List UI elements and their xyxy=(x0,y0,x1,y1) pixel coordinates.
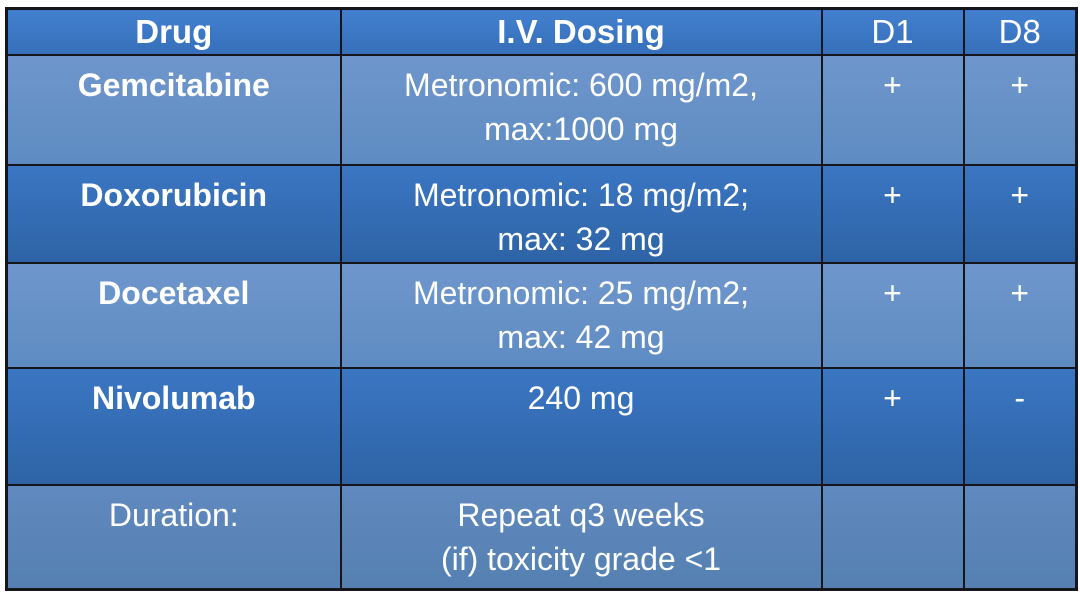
drug-name-cell: Nivolumab xyxy=(5,367,342,487)
table-row-gemcitabine: Gemcitabine Metronomic: 600 mg/m2, max:1… xyxy=(5,54,1078,166)
dosing-cell: Metronomic: 18 mg/m2; max: 32 mg xyxy=(339,163,823,264)
d8-mark-cell xyxy=(962,484,1078,591)
drug-name-cell: Docetaxel xyxy=(5,261,342,370)
d1-mark-cell: + xyxy=(820,163,965,264)
d8-mark-cell: + xyxy=(962,163,1078,264)
d1-mark-cell xyxy=(820,484,965,591)
header-cell-drug: Drug xyxy=(5,7,342,57)
dosing-cell: Metronomic: 600 mg/m2, max:1000 mg xyxy=(339,54,823,166)
d8-mark-cell: + xyxy=(962,261,1078,370)
table-row-nivolumab: Nivolumab 240 mg + - xyxy=(5,367,1078,487)
duration-label-cell: Duration: xyxy=(5,484,342,591)
table-row-duration: Duration: Repeat q3 weeks (if) toxicity … xyxy=(5,484,1078,591)
table-row-doxorubicin: Doxorubicin Metronomic: 18 mg/m2; max: 3… xyxy=(5,163,1078,264)
dosing-line-1: 240 mg xyxy=(527,380,635,417)
dosing-line-2: (if) toxicity grade <1 xyxy=(440,541,722,578)
d8-mark-cell: - xyxy=(962,367,1078,487)
header-cell-iv-dosing: I.V. Dosing xyxy=(339,7,823,57)
dosing-line-2: max: 42 mg xyxy=(497,318,665,355)
dosing-cell: 240 mg xyxy=(339,367,823,487)
header-cell-d1: D1 xyxy=(820,7,965,57)
d1-mark-cell: + xyxy=(820,261,965,370)
header-cell-d8: D8 xyxy=(962,7,1078,57)
dosing-line-1: Metronomic: 18 mg/m2; xyxy=(412,176,750,213)
drug-name-cell: Doxorubicin xyxy=(5,163,342,264)
dosing-cell: Repeat q3 weeks (if) toxicity grade <1 xyxy=(339,484,823,591)
dosing-line-1: Repeat q3 weeks xyxy=(457,497,705,534)
drug-name-cell: Gemcitabine xyxy=(5,54,342,166)
d1-mark-cell: + xyxy=(820,367,965,487)
dosing-line-2: max: 32 mg xyxy=(497,220,665,257)
dosing-line-1: Metronomic: 600 mg/m2, xyxy=(404,67,758,104)
table-header-row: Drug I.V. Dosing D1 D8 xyxy=(5,7,1078,57)
dosing-line-2: max:1000 mg xyxy=(484,111,678,148)
dosing-table: Drug I.V. Dosing D1 D8 Gemcitabine Metro… xyxy=(5,7,1078,591)
d1-mark-cell: + xyxy=(820,54,965,166)
dosing-cell: Metronomic: 25 mg/m2; max: 42 mg xyxy=(339,261,823,370)
table-row-docetaxel: Docetaxel Metronomic: 25 mg/m2; max: 42 … xyxy=(5,261,1078,370)
d8-mark-cell: + xyxy=(962,54,1078,166)
dosing-line-1: Metronomic: 25 mg/m2; xyxy=(412,274,750,311)
dosing-table-grid: Drug I.V. Dosing D1 D8 Gemcitabine Metro… xyxy=(5,7,1078,591)
